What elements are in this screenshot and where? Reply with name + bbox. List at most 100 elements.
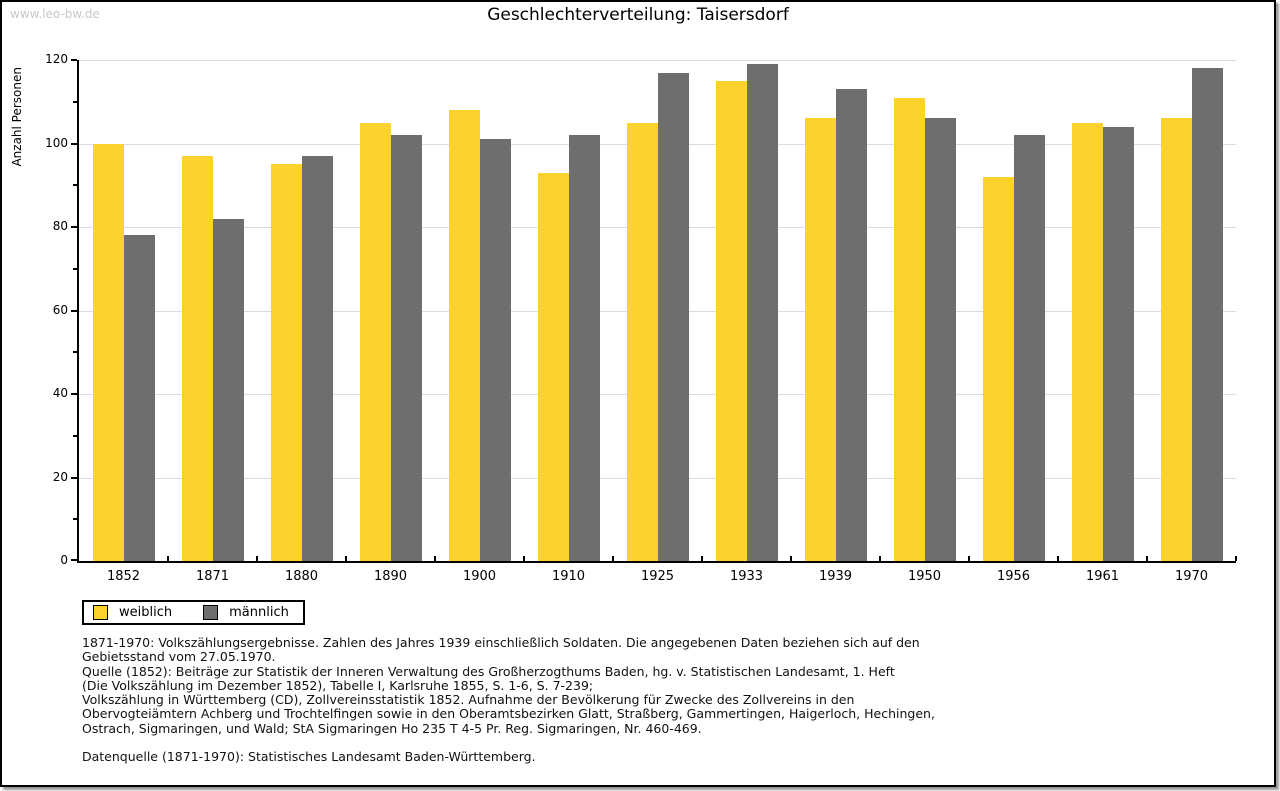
y-tick-label-60: 60: [52, 302, 68, 317]
legend-label-weiblich: weiblich: [119, 605, 173, 620]
x-boundary-tick-13: [1235, 556, 1237, 561]
bar-männlich-1871: [212, 218, 244, 561]
source-note-line-8: [82, 736, 1202, 750]
bar-weiblich-1880: [270, 164, 302, 561]
y-minor-tick-50: [73, 351, 77, 354]
bar-weiblich-1900: [448, 110, 480, 561]
y-major-tick-100: [71, 142, 77, 145]
bar-weiblich-1925: [626, 122, 658, 561]
source-note-line-5: Volkszählung in Württemberg (CD), Zollve…: [82, 692, 855, 708]
bar-weiblich-1890: [359, 122, 391, 561]
grid-line-120: [79, 60, 1236, 61]
x-boundary-tick-7: [701, 556, 703, 561]
bar-weiblich-1970: [1160, 118, 1192, 561]
bar-group-1939: 1939: [791, 60, 880, 584]
x-category-label-1939: 1939: [818, 569, 853, 584]
x-category-label-1871: 1871: [195, 569, 230, 584]
bar-weiblich-1852: [92, 143, 124, 561]
x-category-label-1910: 1910: [551, 569, 586, 584]
bar-weiblich-1939: [804, 118, 836, 561]
y-minor-tick-90: [73, 184, 77, 187]
bar-weiblich-1871: [181, 156, 213, 561]
y-minor-tick-30: [73, 434, 77, 437]
x-boundary-tick-9: [879, 556, 881, 561]
chart-title: Geschlechterverteilung: Taisersdorf: [487, 5, 789, 25]
bar-group-1871: 1871: [168, 60, 257, 584]
source-note-line-3: Quelle (1852): Beiträge zur Statistik de…: [82, 663, 895, 679]
bar-männlich-1852: [123, 235, 155, 561]
y-tick-label-120: 120: [45, 52, 68, 66]
x-category-label-1950: 1950: [907, 569, 942, 584]
bar-männlich-1970: [1191, 68, 1223, 561]
plot-area: 1852 1871 1880 1890 1900 1910 1925 1933 1939 1950…: [71, 59, 1237, 584]
bar-männlich-1956: [1013, 135, 1045, 561]
bar-group-1910: 1910: [524, 60, 613, 584]
y-major-tick-0: [71, 559, 77, 561]
legend-swatch-weiblich-icon: [93, 605, 108, 620]
bar-männlich-1880: [301, 156, 333, 561]
y-tick-label-40: 40: [52, 386, 68, 400]
bar-weiblich-1910: [537, 172, 569, 561]
bar-group-1925: 1925: [613, 60, 702, 584]
bar-männlich-1890: [390, 135, 422, 561]
x-boundary-tick-12: [1146, 556, 1148, 561]
source-note-line-2: Gebietsstand vom 27.05.1970.: [82, 649, 276, 665]
bar-group-1852: 1852: [79, 60, 168, 584]
y-tick-label-0: 0: [60, 553, 68, 567]
x-category-label-1890: 1890: [373, 569, 408, 584]
x-boundary-tick-4: [434, 556, 436, 561]
y-major-tick-40: [71, 393, 77, 395]
source-note-line-4: (Die Volkszählung im Dezember 1852), Tab…: [82, 677, 594, 693]
y-tick-label-100: 100: [45, 135, 68, 150]
y-major-tick-20: [71, 476, 77, 479]
bar-groups: 1852 1871 1880 1890 1900 1910 1925 1933 1939 1950…: [79, 60, 1236, 584]
source-note: 1871-1970: Volkszählungsergebnisse. Zahl…: [82, 635, 1202, 765]
x-category-label-1956: 1956: [996, 569, 1031, 584]
legend-item-maennlich: männlich: [203, 605, 289, 620]
x-category-label-1900: 1900: [462, 569, 497, 584]
bar-männlich-1900: [479, 139, 511, 561]
legend: weiblich männlich: [82, 600, 305, 625]
x-boundary-tick-6: [612, 556, 614, 561]
y-axis-label: Anzahl Personen: [10, 67, 24, 167]
x-category-label-1852: 1852: [106, 569, 141, 584]
y-minor-tick-110: [73, 100, 77, 103]
bar-group-1933: 1933: [702, 60, 791, 584]
y-tick-label-80: 80: [52, 219, 68, 233]
watermark-text: www.leo-bw.de: [10, 7, 100, 21]
bar-group-1890: 1890: [346, 60, 435, 584]
x-category-label-1880: 1880: [284, 569, 319, 584]
legend-label-maennlich: männlich: [229, 605, 289, 620]
bar-männlich-1950: [924, 118, 956, 561]
bar-männlich-1910: [568, 135, 600, 561]
bar-männlich-1925: [657, 72, 689, 561]
x-boundary-tick-8: [790, 556, 792, 561]
legend-item-weiblich: weiblich: [93, 605, 172, 620]
source-note-line-7: Ostrach, Sigmaringen, und Wald; StA Sigm…: [82, 720, 702, 736]
x-boundary-tick-3: [345, 556, 347, 561]
bar-weiblich-1950: [893, 97, 925, 561]
x-boundary-tick-5: [523, 556, 525, 561]
bar-group-1961: 1961: [1058, 60, 1147, 584]
y-minor-tick-10: [73, 518, 77, 521]
x-category-label-1961: 1961: [1085, 569, 1120, 584]
y-major-tick-60: [71, 309, 77, 312]
bar-männlich-1961: [1102, 126, 1134, 561]
bar-group-1970: 1970: [1147, 60, 1236, 584]
bar-weiblich-1961: [1071, 122, 1103, 561]
bar-männlich-1939: [835, 89, 867, 561]
x-boundary-tick-10: [968, 556, 970, 561]
x-boundary-tick-2: [256, 556, 258, 561]
source-note-line-1: 1871-1970: Volkszählungsergebnisse. Zahl…: [82, 635, 920, 650]
y-major-tick-120: [71, 59, 77, 61]
bar-weiblich-1956: [982, 176, 1014, 561]
y-tick-label-20: 20: [52, 469, 68, 484]
legend-swatch-maennlich-icon: [203, 605, 219, 620]
bar-group-1950: 1950: [880, 60, 969, 584]
x-category-label-1970: 1970: [1174, 569, 1209, 584]
y-major-tick-80: [71, 226, 77, 228]
x-boundary-tick-11: [1057, 556, 1059, 561]
bar-weiblich-1933: [715, 80, 747, 561]
